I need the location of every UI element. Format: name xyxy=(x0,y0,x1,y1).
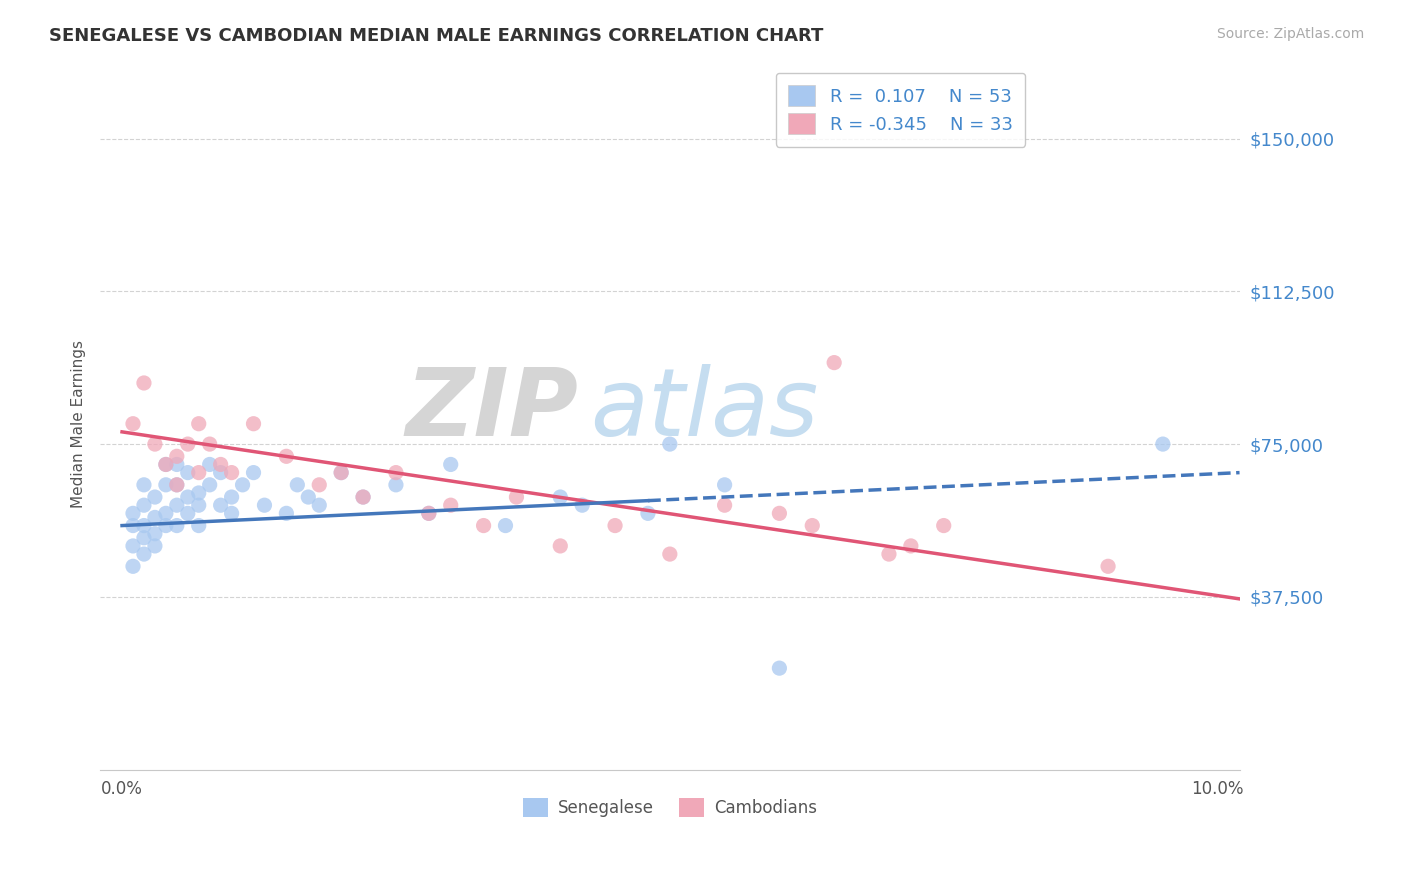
Point xyxy=(209,466,232,480)
Point xyxy=(155,458,177,472)
Point xyxy=(877,547,900,561)
Point xyxy=(166,518,188,533)
Point xyxy=(232,478,254,492)
Text: SENEGALESE VS CAMBODIAN MEDIAN MALE EARNINGS CORRELATION CHART: SENEGALESE VS CAMBODIAN MEDIAN MALE EARN… xyxy=(49,27,824,45)
Point xyxy=(166,498,188,512)
Point xyxy=(122,559,145,574)
Point xyxy=(472,518,495,533)
Text: Source: ZipAtlas.com: Source: ZipAtlas.com xyxy=(1216,27,1364,41)
Point xyxy=(187,486,209,500)
Point xyxy=(221,506,243,520)
Point xyxy=(143,539,166,553)
Point xyxy=(155,518,177,533)
Point xyxy=(177,466,200,480)
Point xyxy=(1097,559,1119,574)
Point xyxy=(198,458,221,472)
Point xyxy=(155,458,177,472)
Point xyxy=(155,478,177,492)
Point xyxy=(276,506,298,520)
Point xyxy=(221,466,243,480)
Point xyxy=(132,547,155,561)
Point xyxy=(713,498,735,512)
Point xyxy=(143,510,166,524)
Point xyxy=(1152,437,1174,451)
Point xyxy=(177,437,200,451)
Point xyxy=(122,518,145,533)
Point xyxy=(209,498,232,512)
Point xyxy=(132,518,155,533)
Legend: Senegalese, Cambodians: Senegalese, Cambodians xyxy=(516,791,824,824)
Point xyxy=(571,498,593,512)
Point xyxy=(495,518,517,533)
Point xyxy=(440,498,463,512)
Point xyxy=(658,547,681,561)
Point xyxy=(505,490,527,504)
Point xyxy=(801,518,824,533)
Point xyxy=(132,376,155,390)
Point xyxy=(285,478,308,492)
Point xyxy=(308,478,330,492)
Point xyxy=(713,478,735,492)
Point xyxy=(308,498,330,512)
Point xyxy=(242,466,264,480)
Point xyxy=(330,466,353,480)
Point xyxy=(253,498,276,512)
Point xyxy=(198,437,221,451)
Point xyxy=(352,490,374,504)
Point xyxy=(330,466,353,480)
Point xyxy=(122,417,145,431)
Point xyxy=(187,498,209,512)
Point xyxy=(143,437,166,451)
Point xyxy=(658,437,681,451)
Point xyxy=(352,490,374,504)
Point xyxy=(143,490,166,504)
Point xyxy=(932,518,955,533)
Text: atlas: atlas xyxy=(591,364,818,456)
Point xyxy=(132,498,155,512)
Point xyxy=(166,478,188,492)
Point xyxy=(242,417,264,431)
Point xyxy=(166,450,188,464)
Point xyxy=(132,478,155,492)
Point xyxy=(297,490,319,504)
Point xyxy=(900,539,922,553)
Point xyxy=(385,478,408,492)
Point xyxy=(823,356,845,370)
Point xyxy=(166,458,188,472)
Point xyxy=(177,506,200,520)
Point xyxy=(198,478,221,492)
Point xyxy=(548,490,571,504)
Point xyxy=(166,478,188,492)
Point xyxy=(122,506,145,520)
Point xyxy=(187,518,209,533)
Point xyxy=(440,458,463,472)
Point xyxy=(276,450,298,464)
Point xyxy=(603,518,626,533)
Point xyxy=(548,539,571,553)
Point xyxy=(155,506,177,520)
Point xyxy=(768,661,790,675)
Point xyxy=(143,526,166,541)
Point xyxy=(418,506,440,520)
Point xyxy=(385,466,408,480)
Point xyxy=(177,490,200,504)
Point xyxy=(768,506,790,520)
Point xyxy=(122,539,145,553)
Point xyxy=(418,506,440,520)
Point xyxy=(132,531,155,545)
Text: ZIP: ZIP xyxy=(406,364,579,456)
Point xyxy=(187,417,209,431)
Y-axis label: Median Male Earnings: Median Male Earnings xyxy=(72,340,86,508)
Point xyxy=(637,506,659,520)
Point xyxy=(221,490,243,504)
Point xyxy=(209,458,232,472)
Point xyxy=(187,466,209,480)
